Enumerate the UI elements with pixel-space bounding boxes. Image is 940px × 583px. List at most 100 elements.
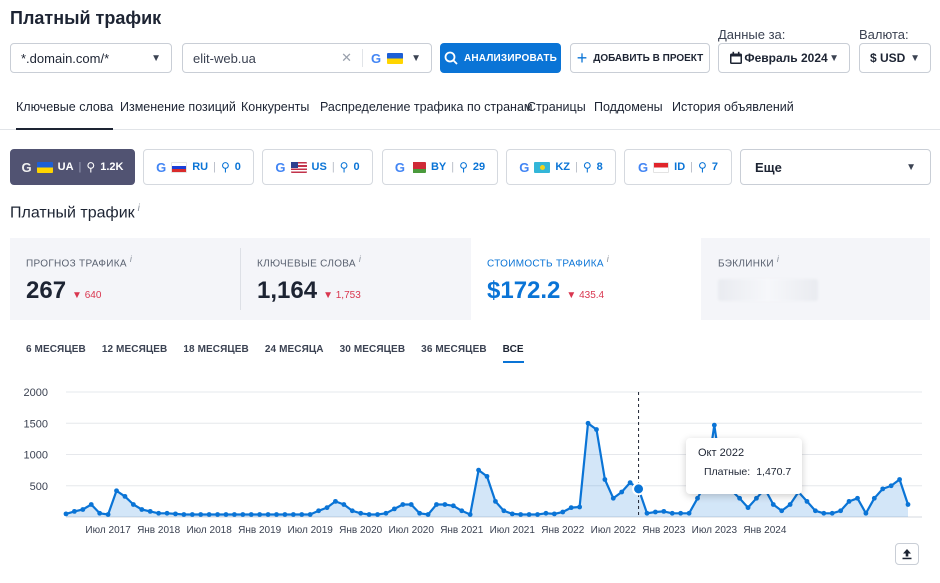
- data-point: [383, 510, 389, 516]
- y-tick-label: 1500: [24, 418, 48, 430]
- stat-keywords[interactable]: КЛЮЧЕВЫЕ СЛОВА i 1,164 ▼ 1,753: [241, 238, 471, 320]
- google-icon: G: [394, 159, 405, 175]
- data-point: [812, 508, 818, 514]
- divider: |: [213, 161, 216, 173]
- data-point: [299, 512, 305, 517]
- range-18m[interactable]: 18 МЕСЯЦЕВ: [183, 344, 249, 355]
- tab-subdomains[interactable]: Поддомены: [594, 100, 663, 114]
- stat-value: $172.2: [487, 277, 561, 305]
- data-point: [863, 510, 869, 516]
- belarus-flag-icon: [409, 161, 426, 173]
- date-select[interactable]: Февраль 2024 ▼: [718, 43, 850, 73]
- clear-icon[interactable]: ✕: [341, 50, 352, 65]
- data-point: [577, 504, 583, 510]
- stat-value: 1,164: [257, 277, 318, 305]
- stat-delta: ▼ 640: [72, 290, 102, 302]
- data-point: [442, 502, 448, 507]
- traffic-chart[interactable]: 2000 1500 1000 500 Июл 2017 Янв 2018 Июл 2018 Я…: [0, 380, 940, 540]
- divider: [361, 49, 363, 67]
- x-tick-label: Янв 2019: [238, 525, 282, 536]
- data-point: [594, 427, 599, 432]
- chevron-down-icon[interactable]: ▼: [411, 52, 421, 64]
- data-point: [72, 508, 77, 514]
- tab-ad-history[interactable]: История объявлений: [672, 100, 794, 114]
- data-point: [282, 512, 288, 517]
- stat-label: СТОИМОСТЬ ТРАФИКА: [487, 258, 604, 270]
- data-point: [560, 509, 566, 515]
- domain-search-input[interactable]: elit-web.ua ✕ G ▼: [182, 43, 432, 73]
- database-chip-ru[interactable]: G RU | ⚲ 0: [143, 149, 254, 185]
- ukraine-flag-icon: [36, 161, 53, 173]
- info-icon[interactable]: i: [129, 254, 133, 264]
- x-tick-label: Июл 2020: [389, 525, 435, 536]
- database-chip-by[interactable]: G BY | ⚲ 29: [382, 149, 498, 185]
- database-code: US: [311, 161, 327, 173]
- key-icon: ⚲: [698, 160, 707, 174]
- data-point: [324, 505, 330, 511]
- more-databases-select[interactable]: Еще ▼: [740, 149, 931, 185]
- stats-row: ПРОГНОЗ ТРАФИКА i 267 ▼ 640 КЛЮЧЕВЫЕ СЛОВ…: [10, 238, 930, 320]
- tooltip-value: 1,470.7: [756, 466, 792, 478]
- tab-competitors[interactable]: Конкуренты: [241, 100, 310, 114]
- info-icon[interactable]: i: [137, 203, 140, 214]
- tab-traffic-by-country[interactable]: Распределение трафика по странам: [320, 100, 533, 114]
- data-point: [518, 512, 524, 517]
- database-chip-ua[interactable]: G UA | ⚲ 1.2K: [10, 149, 135, 185]
- y-tick-label: 2000: [24, 387, 48, 399]
- range-12m[interactable]: 12 МЕСЯЦЕВ: [101, 344, 168, 355]
- tab-pages[interactable]: Страницы: [527, 100, 586, 114]
- data-point: [307, 512, 313, 517]
- key-icon: ⚲: [86, 160, 96, 174]
- data-point: [333, 498, 338, 504]
- data-point: [543, 510, 549, 516]
- info-icon[interactable]: i: [776, 254, 780, 264]
- key-icon: ⚲: [582, 160, 592, 174]
- data-point: [88, 502, 94, 507]
- data-point: [425, 512, 431, 517]
- database-chip-kz[interactable]: G KZ | ⚲ 8: [506, 149, 616, 185]
- data-point: [754, 495, 759, 501]
- calendar-icon: [730, 51, 742, 64]
- x-tick-label: Янв 2018: [137, 525, 181, 536]
- analyze-button[interactable]: АНАЛИЗИРОВАТЬ: [440, 43, 561, 73]
- data-point: [248, 512, 254, 517]
- data-point: [686, 510, 692, 516]
- chevron-down-icon: ▼: [829, 52, 839, 64]
- date-value: Февраль 2024: [744, 51, 828, 65]
- domain-mode-value: *.domain.com/*: [21, 50, 110, 66]
- range-tabs: 6 МЕСЯЦЕВ 12 МЕСЯЦЕВ 18 МЕСЯЦЕВ 24 МЕСЯЦ…: [26, 344, 524, 363]
- range-24m[interactable]: 24 МЕСЯЦА: [264, 344, 324, 355]
- data-point: [627, 480, 633, 486]
- data-point: [888, 483, 894, 489]
- stat-traffic-cost[interactable]: СТОИМОСТЬ ТРАФИКА i $172.2 ▼ 435.4: [471, 238, 701, 320]
- range-36m[interactable]: 36 МЕСЯЦЕВ: [421, 344, 487, 355]
- data-point: [897, 477, 902, 482]
- stat-value: 267: [26, 277, 67, 305]
- database-chip-us[interactable]: G US | ⚲ 0: [262, 149, 373, 185]
- tab-position-changes[interactable]: Изменение позиций: [120, 100, 236, 114]
- google-icon: G: [370, 50, 382, 66]
- domain-mode-select[interactable]: *.domain.com/* ▼: [10, 43, 172, 73]
- data-point: [114, 488, 119, 494]
- stat-traffic[interactable]: ПРОГНОЗ ТРАФИКА i 267 ▼ 640: [10, 238, 240, 320]
- tab-keywords[interactable]: Ключевые слова: [16, 100, 114, 130]
- google-icon: G: [156, 159, 167, 175]
- range-6m[interactable]: 6 МЕСЯЦЕВ: [26, 344, 86, 355]
- info-icon[interactable]: i: [358, 254, 362, 264]
- data-point: [139, 507, 145, 512]
- data-point: [164, 510, 170, 516]
- database-chip-id[interactable]: G ID | ⚲ 7: [624, 149, 732, 185]
- google-icon: G: [519, 159, 530, 175]
- stat-backlinks[interactable]: БЭКЛИНКИ i: [702, 238, 930, 320]
- database-count: 29: [472, 161, 486, 173]
- indonesia-flag-icon: [653, 161, 670, 173]
- currency-select[interactable]: $ USD ▼: [859, 43, 931, 73]
- add-to-project-button[interactable]: + ДОБАВИТЬ В ПРОЕКТ: [570, 43, 710, 73]
- info-icon[interactable]: i: [606, 254, 610, 264]
- range-all[interactable]: ВСЕ: [502, 344, 524, 363]
- range-30m[interactable]: 30 МЕСЯЦЕВ: [339, 344, 406, 355]
- data-point: [257, 512, 263, 517]
- export-button[interactable]: [895, 543, 919, 565]
- data-point: [711, 422, 717, 428]
- data-point: [619, 489, 625, 495]
